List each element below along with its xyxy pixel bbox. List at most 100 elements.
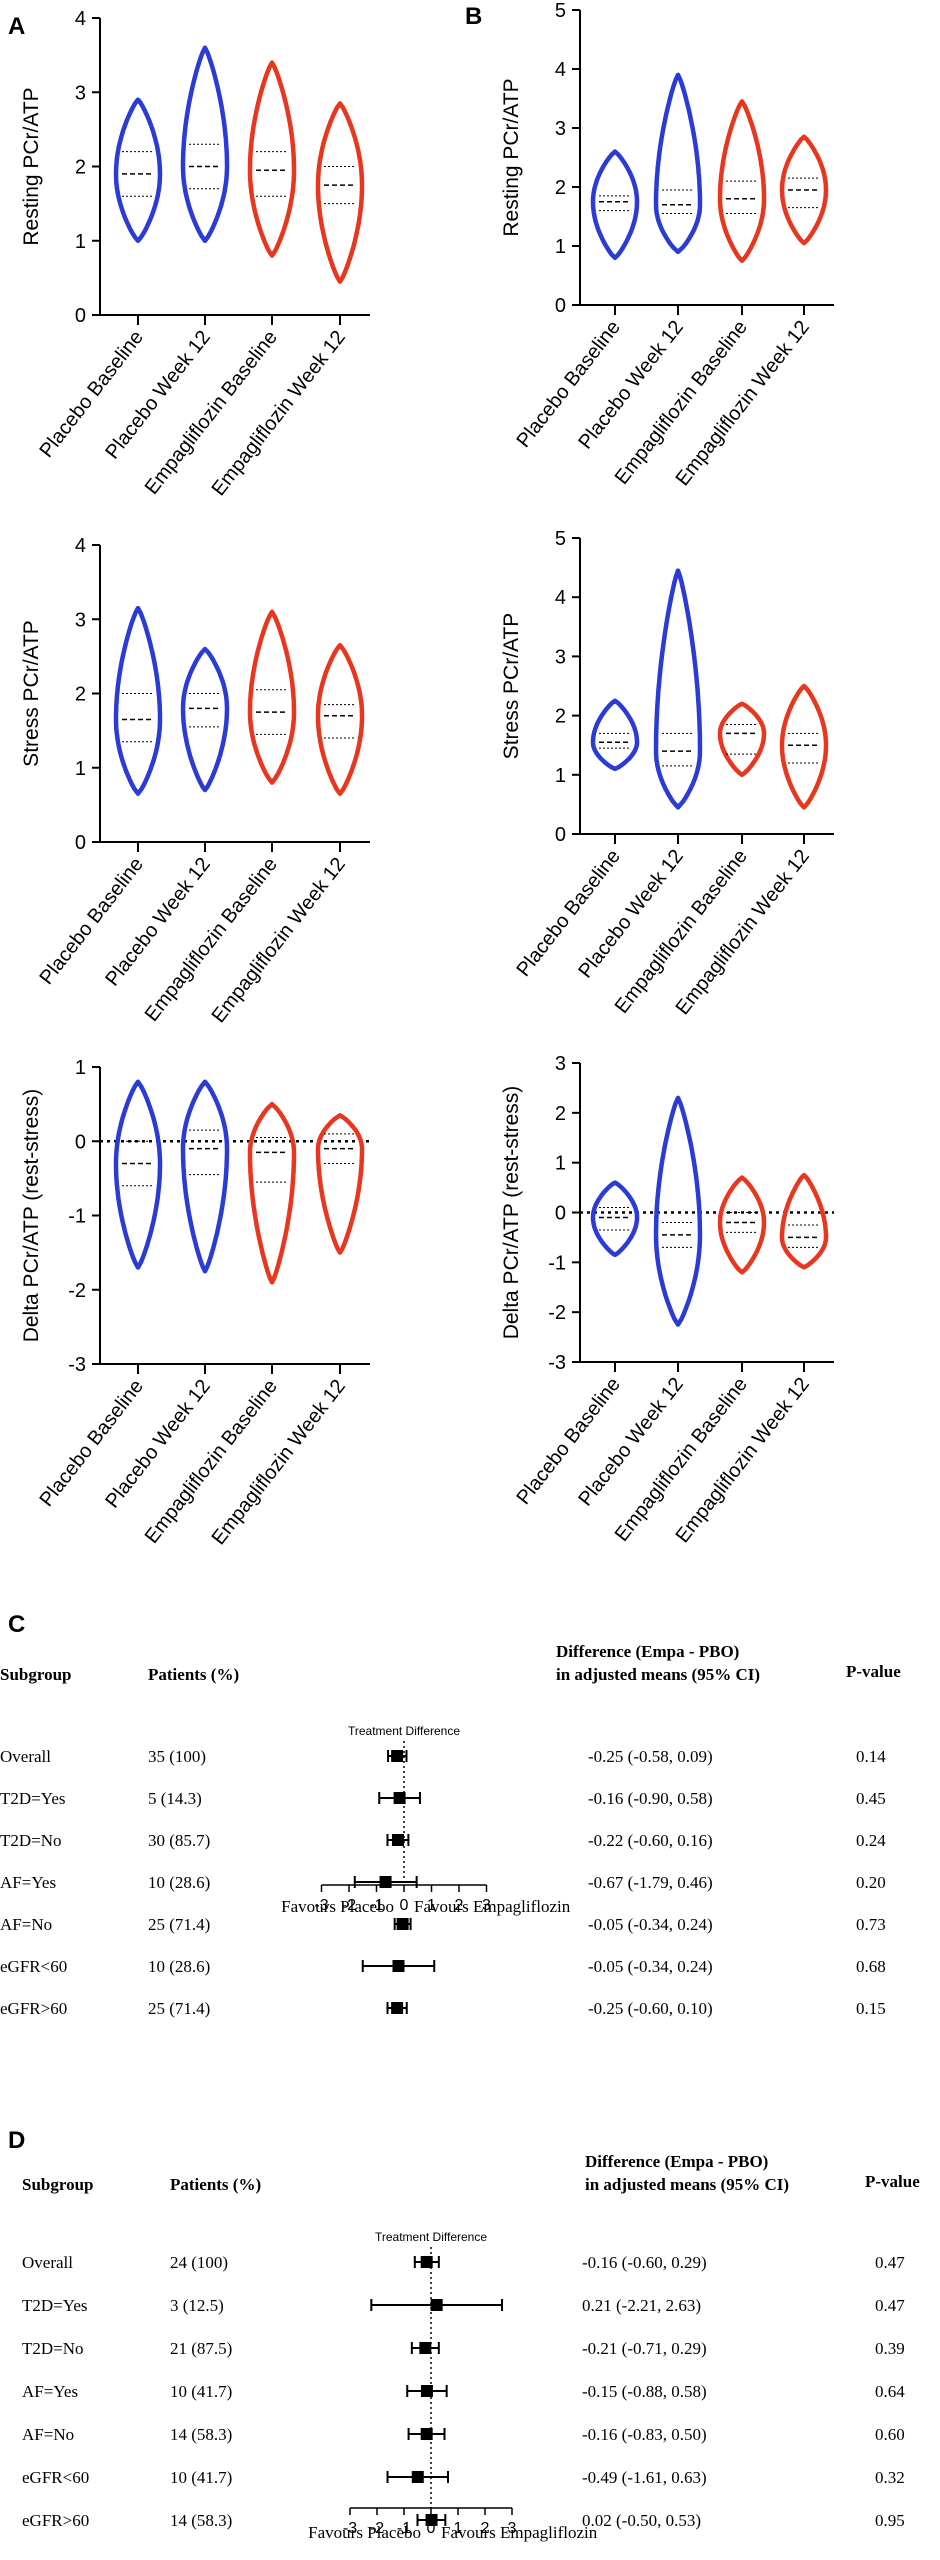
y-axis-label: Resting PCr/ATP (20, 87, 43, 245)
row-subgroup: T2D=Yes (0, 1789, 66, 1808)
violin (779, 683, 829, 810)
header-patients: Patients (%) (170, 2175, 261, 2194)
y-tick-label: -3 (68, 1354, 86, 1376)
favours-empagliflozin-label: Favours Empagliflozin (414, 1897, 571, 1916)
violin (653, 72, 703, 255)
y-tick-label: -3 (548, 1352, 566, 1374)
forest-panel-C: C Subgroup Patients (%) Difference (Empa - … (0, 1611, 901, 2018)
row-ci-text: -0.67 (-1.79, 0.46) (588, 1873, 713, 1892)
y-axis-label: Stress PCr/ATP (500, 613, 523, 760)
row-ci-text: -0.15 (-0.88, 0.58) (582, 2382, 707, 2401)
row-subgroup: AF=Yes (0, 1873, 56, 1892)
row-ci-text: -0.16 (-0.83, 0.50) (582, 2425, 707, 2444)
y-tick-label: 0 (75, 832, 86, 854)
y-axis-label: Stress PCr/ATP (20, 620, 43, 767)
header-difference-sub: in adjusted means (95% CI) (585, 2175, 789, 2194)
point-estimate (379, 1876, 392, 1888)
header-subgroup: Subgroup (0, 1665, 72, 1684)
row-patients: 5 (14.3) (148, 1789, 202, 1808)
y-tick-label: 4 (75, 8, 86, 30)
y-tick-label: 1 (555, 1153, 566, 1175)
row-ci-text: -0.25 (-0.60, 0.10) (588, 1999, 713, 2018)
row-patients: 10 (41.7) (170, 2382, 232, 2401)
row-subgroup: eGFR<60 (0, 1957, 67, 1976)
y-tick-label: 1 (555, 765, 566, 787)
x-tick-label: 2 (455, 1897, 464, 1914)
y-tick-label: 2 (555, 706, 566, 728)
y-tick-label: 3 (75, 609, 86, 631)
header-difference: Difference (Empa - PBO) (556, 1642, 739, 1661)
y-tick-label: 5 (555, 528, 566, 550)
row-patients: 14 (58.3) (170, 2511, 232, 2530)
x-tick-label: -1 (397, 2520, 411, 2537)
point-estimate (391, 2002, 404, 2014)
violin (247, 60, 297, 258)
x-tick-label: Empagliflozin Week 12 (208, 327, 350, 501)
y-axis-label: Resting PCr/ATP (500, 78, 523, 236)
row-ci-text: -0.21 (-0.71, 0.29) (582, 2339, 707, 2358)
violin (180, 45, 230, 244)
favours-placebo-label: Favours Placebo (281, 1897, 394, 1916)
violin (779, 1172, 829, 1270)
y-tick-label: 1 (75, 1057, 86, 1079)
y-tick-label: 1 (75, 231, 86, 253)
y-tick-label: -1 (548, 1252, 566, 1274)
x-tick-label: Empagliflozin Baseline (141, 854, 282, 1026)
y-axis-label: Delta PCr/ATP (rest-stress) (20, 1089, 43, 1343)
x-tick-label: 2 (481, 2520, 490, 2537)
violin (315, 642, 365, 796)
x-tick-label: Empagliflozin Baseline (141, 1376, 282, 1548)
violin (717, 1175, 767, 1275)
y-tick-label: 5 (555, 0, 566, 22)
row-subgroup: eGFR>60 (22, 2511, 89, 2530)
violin (113, 97, 163, 244)
row-ci-text: -0.49 (-1.61, 0.63) (582, 2468, 707, 2487)
row-pvalue: 0.64 (875, 2382, 905, 2401)
x-tick-label: 1 (454, 2520, 463, 2537)
row-pvalue: 0.45 (856, 1789, 886, 1808)
x-tick-label: 3 (482, 1897, 491, 1914)
x-tick-label: -2 (342, 1897, 356, 1914)
row-patients: 21 (87.5) (170, 2339, 232, 2358)
favours-placebo-label: Favours Placebo (308, 2523, 421, 2542)
x-tick-label: Empagliflozin Baseline (141, 327, 282, 499)
row-subgroup: eGFR>60 (0, 1999, 67, 2018)
row-pvalue: 0.15 (856, 1999, 886, 2018)
plot-title: Treatment Difference (348, 1724, 460, 1738)
violin (315, 101, 365, 284)
y-tick-label: -2 (68, 1280, 86, 1302)
header-difference-sub: in adjusted means (95% CI) (556, 1665, 760, 1684)
y-tick-label: 3 (555, 646, 566, 668)
row-patients: 25 (71.4) (148, 1999, 210, 2018)
row-pvalue: 0.73 (856, 1915, 886, 1934)
point-estimate (430, 2299, 443, 2311)
row-patients: 10 (28.6) (148, 1957, 210, 1976)
x-tick-label: 0 (427, 2520, 436, 2537)
violin (653, 568, 703, 810)
header-pvalue: P-value (846, 1662, 901, 1681)
y-tick-label: 0 (555, 824, 566, 846)
header-patients: Patients (%) (148, 1665, 239, 1684)
row-subgroup: AF=No (22, 2425, 74, 2444)
y-tick-label: 3 (555, 118, 566, 140)
violin (590, 1180, 640, 1258)
violin (717, 99, 767, 264)
point-estimate (396, 1918, 409, 1930)
row-patients: 24 (100) (170, 2253, 228, 2272)
y-tick-label: -2 (548, 1302, 566, 1324)
point-estimate (420, 2428, 433, 2440)
x-tick-label: 1 (427, 1897, 436, 1914)
row-subgroup: Overall (22, 2253, 73, 2272)
y-tick-label: 1 (75, 758, 86, 780)
row-ci-text: 0.21 (-2.21, 2.63) (582, 2296, 701, 2315)
row-ci-text: 0.02 (-0.50, 0.53) (582, 2511, 701, 2530)
favours-empagliflozin-label: Favours Empagliflozin (441, 2523, 598, 2542)
x-tick-label: Empagliflozin Week 12 (208, 854, 350, 1028)
row-pvalue: 0.60 (875, 2425, 905, 2444)
row-ci-text: -0.22 (-0.60, 0.16) (588, 1831, 713, 1850)
y-tick-label: 4 (75, 535, 86, 557)
violin (315, 1113, 365, 1255)
row-pvalue: 0.95 (875, 2511, 905, 2530)
